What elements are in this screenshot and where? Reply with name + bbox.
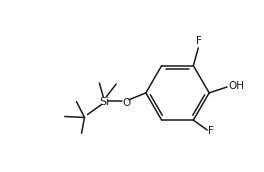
Text: OH: OH	[228, 81, 244, 91]
Text: F: F	[208, 126, 214, 136]
Text: F: F	[196, 36, 202, 46]
Text: Si: Si	[99, 97, 109, 107]
Text: O: O	[122, 98, 130, 108]
